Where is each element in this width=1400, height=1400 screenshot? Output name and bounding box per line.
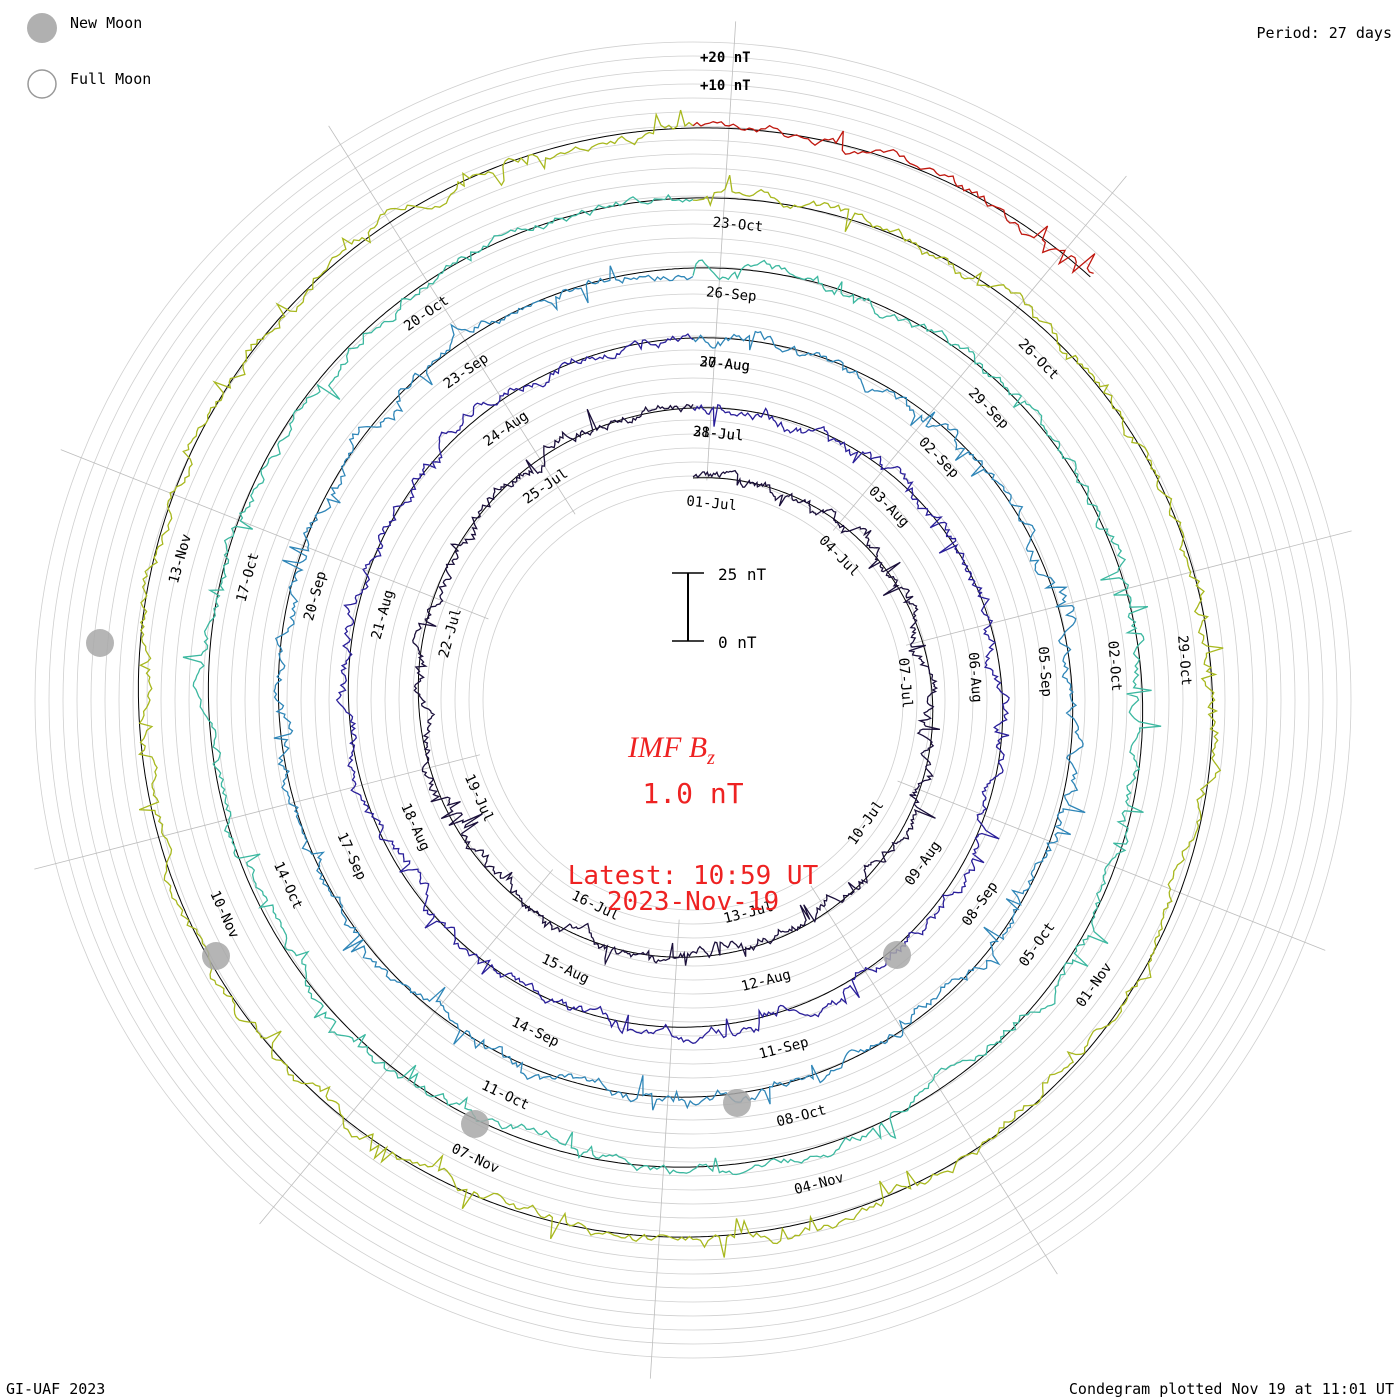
grid-ring	[258, 265, 1128, 1135]
radial-line	[34, 754, 481, 870]
date-label: 26-Sep	[705, 284, 757, 305]
date-label: 02-Oct	[1104, 640, 1124, 692]
grid-ring	[342, 349, 1044, 1051]
scale-label-20nt: +20 nT	[700, 50, 751, 66]
date-label: 01-Jul	[686, 493, 738, 514]
scale-label-10nt: +10 nT	[700, 78, 751, 94]
grid-ring	[412, 419, 974, 981]
center-title: IMF Bz 1.0 nT Latest: 10:59 UT 2023-Nov-…	[568, 731, 819, 917]
grid-ring	[216, 223, 1170, 1177]
bz-trace-30-Aug	[273, 265, 1086, 1111]
grid-ring	[370, 377, 1016, 1023]
new-moon-marker	[883, 941, 911, 969]
radial-line	[706, 21, 737, 481]
credit-label: GI-UAF 2023	[6, 1380, 105, 1398]
grid-ring	[76, 83, 1310, 1317]
grid-ring	[188, 195, 1198, 1205]
radial-line	[905, 530, 1352, 646]
new-moon-marker	[86, 629, 114, 657]
moon-phase-markers	[86, 629, 911, 1138]
scale-bar-top-label: 25 nT	[718, 565, 767, 584]
bz-traces	[137, 109, 1224, 1258]
grid-ring	[62, 69, 1324, 1331]
grid-ring	[90, 97, 1296, 1303]
grid-ring	[300, 307, 1086, 1093]
grid-ring	[286, 293, 1100, 1107]
scale-bar: 25 nT 0 nT	[672, 565, 767, 652]
bz-trace-16-Nov	[692, 121, 1096, 275]
new-moon-marker	[202, 942, 230, 970]
date-label: 29-Oct	[1174, 635, 1194, 687]
latest-date: 2023-Nov-19	[607, 887, 779, 917]
radial-line	[897, 780, 1326, 951]
grid-ring	[482, 489, 904, 911]
date-label: 05-Sep	[1034, 646, 1054, 698]
latest-time: Latest: 10:59 UT	[568, 861, 819, 891]
radial-line	[60, 449, 489, 620]
chart-title: IMF Bz	[627, 731, 715, 769]
period-label: Period: 27 days	[1257, 24, 1392, 42]
bz-trace-26-Sep	[182, 193, 1162, 1176]
grid-ring	[34, 41, 1352, 1359]
grid-ring	[230, 237, 1156, 1163]
date-label: 28-Jul	[692, 424, 744, 445]
date-label: 23-Oct	[712, 215, 764, 236]
grid-ring	[146, 153, 1240, 1247]
zero-reference-line	[692, 127, 1091, 278]
radial-line	[259, 869, 554, 1225]
grid-ring	[160, 167, 1226, 1233]
new-moon-legend-icon	[27, 13, 57, 43]
grid-ring	[426, 433, 960, 967]
date-label: 07-Jul	[895, 657, 915, 709]
radial-grid-lines	[34, 21, 1352, 1379]
grid-ring	[132, 139, 1254, 1261]
grid-ring	[454, 461, 932, 939]
grid-ring	[48, 55, 1338, 1345]
plotted-note: Condegram plotted Nov 19 at 11:01 UT	[1069, 1380, 1394, 1398]
grid-ring	[244, 251, 1142, 1149]
scale-bar-bottom-label: 0 nT	[718, 633, 757, 652]
date-label: 31-Jul	[692, 424, 744, 445]
bz-trace-23-Oct	[137, 109, 1224, 1258]
date-label: 27-Aug	[699, 354, 751, 375]
radial-line	[328, 125, 576, 515]
radial-line	[810, 885, 1058, 1275]
bz-trace-31-Jul	[335, 333, 1010, 1044]
grid-ring	[398, 405, 988, 995]
grid-ring	[272, 279, 1114, 1121]
grid-ring	[202, 209, 1184, 1191]
grid-ring	[384, 391, 1002, 1009]
radial-line	[649, 919, 680, 1379]
radial-line	[832, 175, 1127, 531]
bz-trace-01-Jul	[412, 403, 941, 967]
grid-ring	[104, 111, 1282, 1289]
date-label: 30-Aug	[699, 354, 751, 375]
legend-full-moon-label: Full Moon	[70, 70, 151, 88]
zero-reference-line	[277, 267, 1074, 1098]
grid-ring	[328, 335, 1058, 1065]
grid-ring	[356, 363, 1030, 1037]
legend: New Moon Full Moon	[27, 13, 151, 99]
grid-ring	[174, 181, 1212, 1219]
date-label: 06-Aug	[965, 652, 985, 704]
grid-ring	[468, 475, 918, 925]
current-value: 1.0 nT	[642, 777, 743, 810]
new-moon-marker	[723, 1089, 751, 1117]
grid-ring	[118, 125, 1268, 1275]
grid-rings	[34, 41, 1352, 1359]
full-moon-legend-icon	[27, 69, 57, 99]
legend-new-moon-label: New Moon	[70, 14, 142, 32]
new-moon-marker	[461, 1110, 489, 1138]
